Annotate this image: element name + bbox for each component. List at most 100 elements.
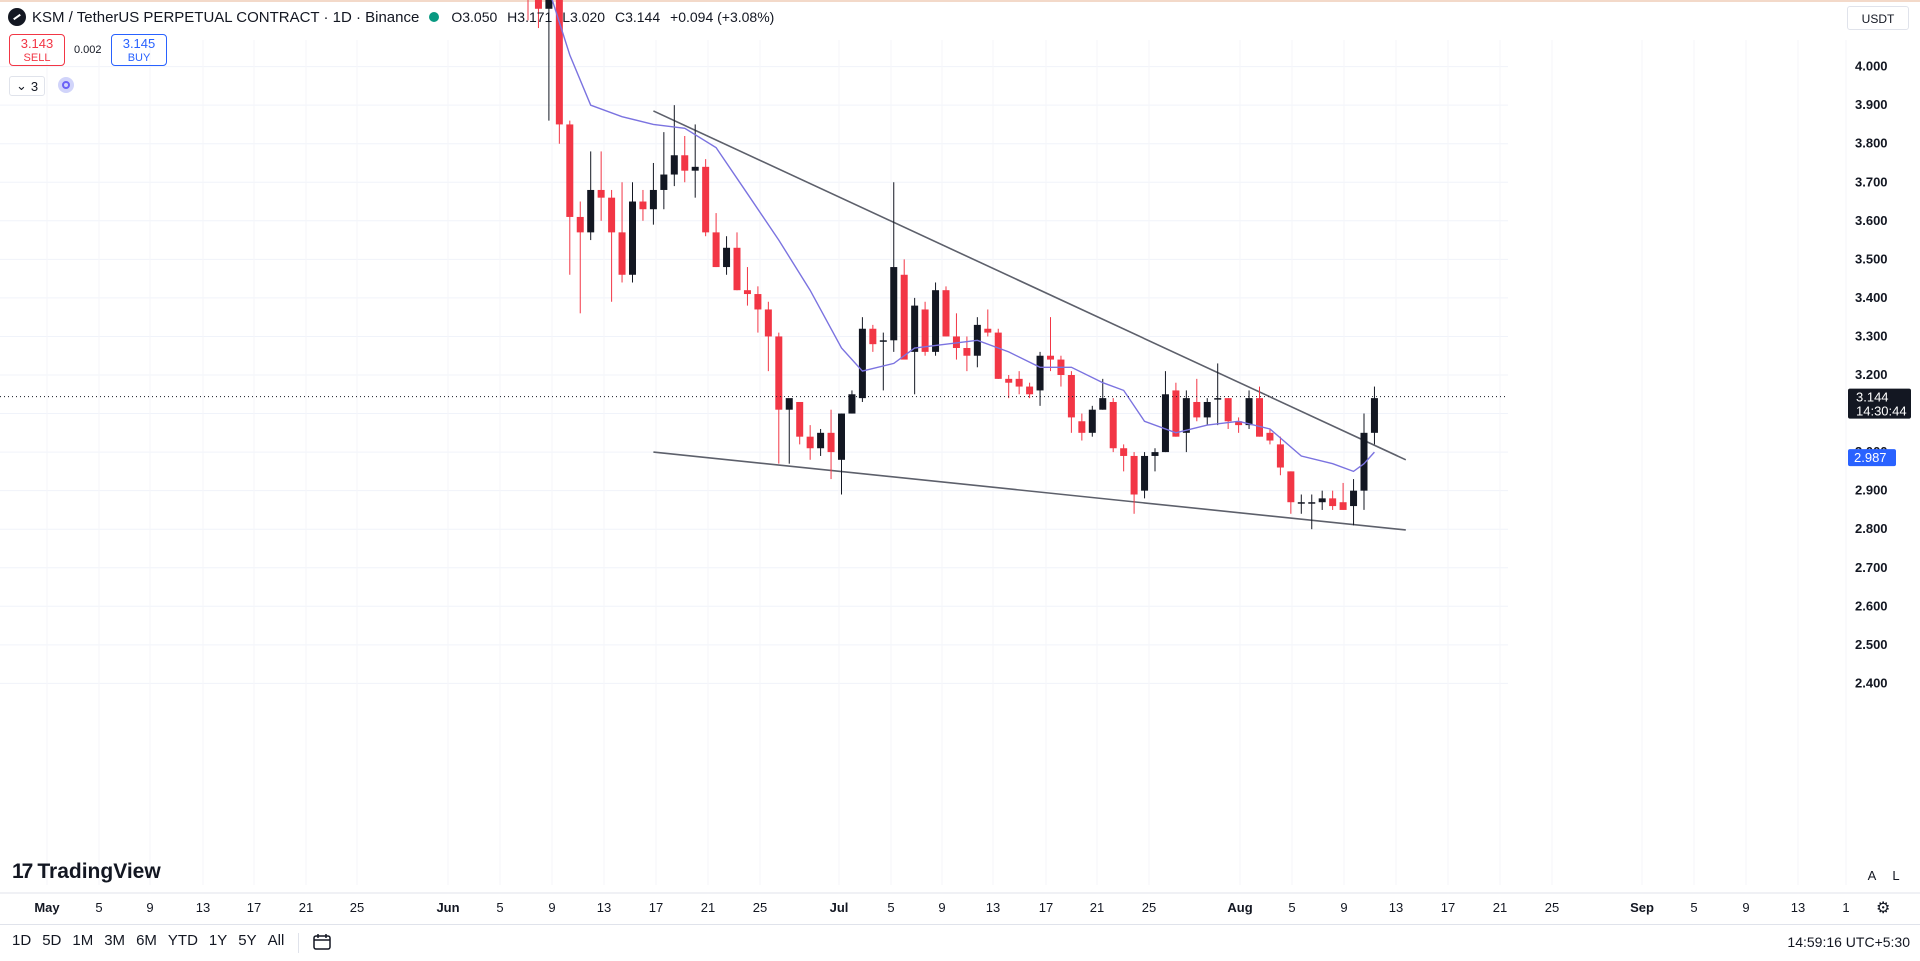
candle-body [1245,398,1253,426]
candle-body [660,174,668,190]
clock[interactable]: 14:59:16 UTC+5:30 [1787,934,1910,950]
gear-icon[interactable]: ⚙ [1876,900,1891,917]
x-tick-label: 21 [1493,900,1507,915]
candle-body [1161,394,1169,453]
range-5d[interactable]: 5D [42,932,62,949]
x-tick-label: 5 [1288,900,1295,915]
sell-button[interactable]: 3.143 SELL [9,34,65,66]
chevron-down-icon: ⌄ [16,78,27,93]
range-ytd[interactable]: YTD [167,932,198,949]
candle-body [576,216,584,233]
top-accent-line [0,0,1920,2]
candle-body [1005,378,1013,383]
candle-body [890,267,898,341]
indicators-toggle[interactable]: ⌄ 3 [9,76,46,96]
candle-body [1370,398,1378,433]
x-tick-label: 9 [146,900,153,915]
x-tick-label: 13 [597,900,611,915]
candle-body [775,336,783,410]
bottom-toolbar: 1D 5D 1M 3M 6M YTD 1Y 5Y All 14:59:16 UT… [0,924,1920,961]
range-1d[interactable]: 1D [12,932,32,949]
trendlines [653,110,1407,531]
candles [527,0,1378,530]
x-tick-label: Aug [1227,900,1252,915]
symbol-title[interactable]: KSM / TetherUS PERPETUAL CONTRACT · 1D ·… [32,8,420,26]
x-tick-label: 17 [649,900,663,915]
price-axis: 2.4002.5002.6002.7002.8002.9003.0003.100… [1855,59,1888,691]
chart-grid [0,40,1847,885]
y-tick-label: 2.400 [1855,675,1888,690]
candle-body [900,274,908,360]
candle-body [994,332,1002,379]
trendline [653,110,1407,461]
sync-icon[interactable] [58,77,74,93]
toolbar-divider [298,933,299,953]
candle-body [608,197,616,233]
candle-body [1350,490,1358,507]
candle-body [1036,355,1044,391]
x-tick-label: 9 [1340,900,1347,915]
candle-body [639,201,647,210]
candle-body [942,290,950,337]
range-all[interactable]: All [267,932,285,949]
currency-selector[interactable]: USDT [1847,6,1909,30]
candle-body [963,348,971,356]
symbol-logo-icon [8,8,26,26]
tradingview-logo[interactable]: 17 TradingView [12,860,161,884]
range-3m[interactable]: 3M [104,932,126,949]
price-chart[interactable]: 2.4002.5002.6002.7002.8002.9003.0003.100… [0,0,1920,924]
candle-body [618,232,626,275]
candle-body [785,398,793,410]
ma-price-value: 2.987 [1854,450,1887,465]
y-tick-label: 2.900 [1855,483,1888,498]
candle-body [670,155,678,175]
candle-body [566,124,574,217]
candle-body [1224,398,1232,422]
y-tick-label: 2.700 [1855,560,1888,575]
range-6m[interactable]: 6M [136,932,157,949]
candle-body [1099,398,1107,410]
time-axis: May 5 9 13 17 21 25 Jun 5 9 13 17 21 25 Jul 5 9 13 17 21 25 A… [0,892,1920,915]
candle-body [649,189,657,210]
candle-body [858,328,866,399]
candle-body [1109,401,1117,449]
x-tick-label: 13 [1791,900,1805,915]
ohlc-values: O3.050 H3.171 L3.020 C3.144 +0.094 (+3.0… [451,9,775,25]
candle-body [1203,401,1211,418]
y-tick-label: 2.800 [1855,521,1888,536]
candle-body [1182,398,1190,433]
log-scale-button[interactable]: L [1892,868,1900,883]
candle-body [869,328,877,345]
brand-name: TradingView [37,860,161,883]
sell-label: SELL [23,52,51,64]
candle-body [723,247,731,268]
candle-body [1297,502,1305,504]
candle-body [1193,401,1201,418]
y-tick-label: 4.000 [1855,59,1888,74]
auto-scale-button[interactable]: A [1867,868,1877,883]
candle-body [1287,471,1295,503]
x-tick-label: 17 [247,900,261,915]
candle-body [1120,448,1128,456]
candle-body [1015,378,1023,387]
candle-body [879,340,887,342]
x-tick-label: 17 [1039,900,1053,915]
x-tick-label: May [34,900,60,915]
range-1m[interactable]: 1M [72,932,94,949]
x-tick-label: 9 [938,900,945,915]
candle-body [817,432,825,449]
range-5y[interactable]: 5Y [238,932,257,949]
candle-body [1329,498,1337,507]
x-tick-label: 21 [1090,900,1104,915]
y-tick-label: 2.600 [1855,598,1888,613]
price-countdown: 14:30:44 [1856,404,1907,419]
calendar-icon[interactable] [312,933,332,951]
candle-body [911,305,919,352]
moving-average [551,0,1375,473]
range-1y[interactable]: 1Y [208,932,228,949]
candle-body [1088,409,1096,433]
y-tick-label: 3.800 [1855,136,1888,151]
x-tick-label: 21 [299,900,313,915]
buy-button[interactable]: 3.145 BUY [111,34,167,66]
candle-body [838,413,845,460]
